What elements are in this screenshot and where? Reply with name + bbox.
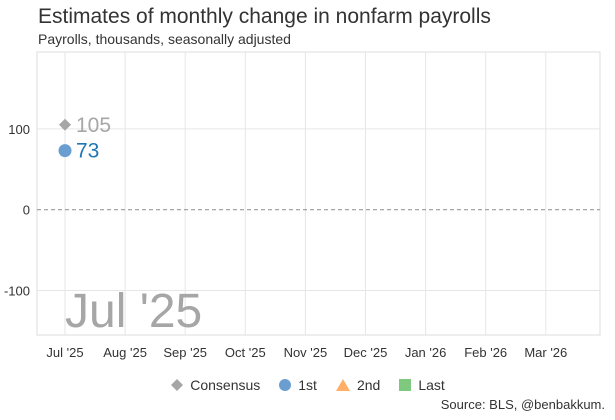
first-estimate-point xyxy=(58,144,72,158)
x-tick-label: Sep '25 xyxy=(163,345,207,360)
legend-item-second[interactable]: 2nd xyxy=(335,377,380,393)
x-tick-label: Dec '25 xyxy=(344,345,388,360)
x-tick-label: Mar '26 xyxy=(524,345,567,360)
payrolls-chart: Jul '25 Jul '25 Aug '25 Sep '25 Oct '25 Nov … xyxy=(4,51,601,360)
plot-area-frame xyxy=(36,51,601,336)
square-icon xyxy=(399,379,412,391)
x-tick-label: Feb '26 xyxy=(464,345,507,360)
watermark-month-label: Jul '25 xyxy=(65,285,202,338)
legend-item-first[interactable]: 1st xyxy=(278,377,317,393)
1st-data-label: 73 xyxy=(76,140,99,163)
legend-label-last: Last xyxy=(418,377,445,393)
triangle-icon xyxy=(335,379,350,391)
chart-legend: Consensus 1st 2nd Last xyxy=(0,374,615,396)
x-tick-label: Oct '25 xyxy=(225,345,266,360)
legend-label-consensus: Consensus xyxy=(190,377,261,393)
source-note: Source: BLS, @benbakkum. xyxy=(440,397,605,412)
consensus-data-label: 105 xyxy=(76,114,111,137)
legend-label-first: 1st xyxy=(298,377,317,393)
y-tick-label: 100 xyxy=(8,122,30,137)
x-tick-label: Nov '25 xyxy=(284,345,328,360)
consensus-point xyxy=(59,118,71,131)
legend-item-last[interactable]: Last xyxy=(398,377,445,393)
x-tick-label: Aug '25 xyxy=(103,345,147,360)
x-tick-label: Jul '25 xyxy=(46,345,83,360)
legend-label-second: 2nd xyxy=(356,377,381,393)
chart-subtitle: Payrolls, thousands, seasonally adjusted xyxy=(38,31,291,47)
x-tick-label: Jan '26 xyxy=(405,345,447,360)
y-tick-label: 0 xyxy=(23,203,30,218)
y-tick-label: -100 xyxy=(4,284,30,299)
legend-item-consensus[interactable]: Consensus xyxy=(170,377,260,393)
diamond-icon xyxy=(171,379,184,391)
chart-title: Estimates of monthly change in nonfarm p… xyxy=(38,5,491,28)
circle-icon xyxy=(279,379,292,391)
